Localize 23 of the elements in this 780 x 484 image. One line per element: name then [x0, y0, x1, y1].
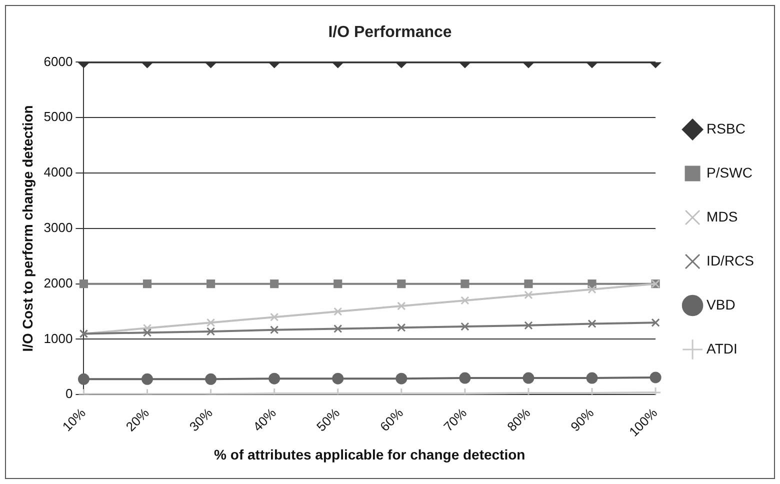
x-tick-label: 70%: [440, 404, 470, 434]
x-tick-label: 40%: [250, 404, 280, 434]
y-axis-title: I/O Cost to perform change detection: [19, 105, 36, 352]
x-tick-label: 60%: [377, 404, 406, 434]
y-tick-label: 1000: [44, 330, 73, 346]
y-tick-label: 3000: [44, 220, 73, 236]
y-tick-label: 2000: [44, 275, 73, 290]
legend-label: P/SWC: [706, 164, 752, 180]
x-tick-label: 30%: [186, 404, 216, 434]
x-tick-label: 50%: [314, 404, 343, 434]
legend-label: MDS: [706, 208, 738, 224]
y-tick-label: 5000: [44, 109, 73, 124]
legend-label: ATDI: [706, 340, 738, 356]
y-tick-label: 0: [65, 386, 73, 402]
x-axis-title: % of attributes applicable for change detection: [214, 446, 526, 462]
y-tick-label: 4000: [44, 164, 73, 180]
x-tick-label: 90%: [568, 404, 597, 434]
x-tick-label: 80%: [504, 404, 534, 434]
y-tick-label: 6000: [44, 54, 73, 69]
legend-label: ID/RCS: [706, 252, 754, 268]
legend-label: RSBC: [706, 120, 746, 136]
legend-label: VBD: [706, 296, 736, 312]
chart-title: I/O Performance: [328, 24, 452, 42]
